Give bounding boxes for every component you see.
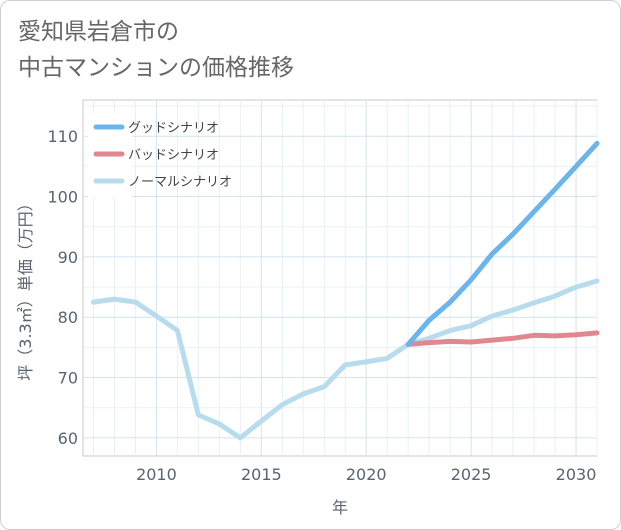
series-line-1	[405, 140, 600, 347]
x-tick-label: 2015	[241, 465, 282, 484]
series-line-3	[91, 278, 600, 441]
series-lines	[91, 140, 600, 441]
grid-lines	[83, 100, 598, 456]
legend-label: グッドシナリオ	[128, 121, 219, 136]
y-tick-label: 70	[58, 369, 78, 388]
series-line-2	[405, 330, 600, 347]
chart-title-line-1: 愛知県岩倉市の	[18, 19, 179, 45]
chart-title-line-2: 中古マンションの価格推移	[18, 55, 294, 81]
tick-labels: 2010 2015 2020 2025 2030 60 70 80 90 100 110	[47, 127, 596, 484]
plot-area	[82, 99, 598, 457]
y-tick-label: 110	[47, 127, 78, 146]
y-axis-label: 坪（3.3㎡）単価（万円）	[16, 195, 35, 380]
y-tick-label: 90	[58, 248, 78, 267]
x-tick-label: 2030	[556, 465, 597, 484]
x-tick-label: 2025	[451, 465, 492, 484]
x-tick-label: 2010	[136, 465, 177, 484]
x-axis-label: 年	[332, 498, 348, 517]
y-tick-label: 100	[47, 188, 78, 207]
plot-border	[82, 99, 598, 457]
x-tick-label: 2020	[346, 465, 387, 484]
legend-label: バッドシナリオ	[128, 148, 219, 163]
chart-title: 愛知県岩倉市の 中古マンションの価格推移	[18, 14, 438, 86]
y-tick-label: 80	[58, 308, 78, 327]
legend-label: ノーマルシナリオ	[128, 175, 232, 190]
y-tick-label: 60	[58, 429, 78, 448]
